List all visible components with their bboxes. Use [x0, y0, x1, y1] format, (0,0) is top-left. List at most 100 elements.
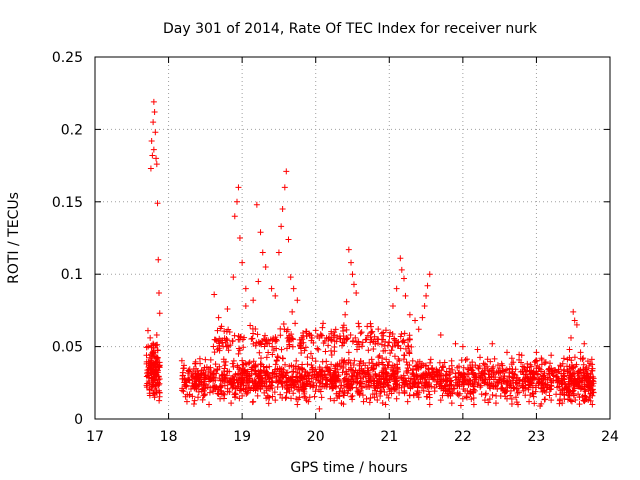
data-point [320, 375, 327, 382]
data-point [186, 377, 193, 384]
data-point [506, 373, 513, 380]
data-point [250, 330, 257, 337]
data-point [283, 379, 290, 386]
data-point [382, 366, 389, 373]
data-point [304, 361, 311, 368]
data-point [195, 388, 202, 395]
data-point [337, 336, 344, 343]
data-point [290, 336, 297, 343]
axis-ticks: 17 18 19 20 21 22 23 24 0 0.05 0.1 0.15 0.2 0.25 [52, 50, 619, 445]
data-point [155, 256, 162, 263]
data-point [224, 368, 231, 375]
data-point [458, 357, 465, 364]
data-point [277, 391, 284, 398]
data-point [314, 345, 321, 352]
data-point [343, 326, 350, 333]
data-point [149, 381, 156, 388]
data-point [252, 326, 259, 333]
data-point [239, 259, 246, 266]
data-point [414, 359, 421, 366]
data-point [290, 381, 297, 388]
data-point [452, 340, 459, 347]
data-point [574, 370, 581, 377]
data-point [342, 311, 349, 318]
data-point [380, 383, 387, 390]
data-point [271, 389, 278, 396]
data-point [396, 382, 403, 389]
data-point [548, 397, 555, 404]
data-point [154, 200, 161, 207]
data-point [476, 370, 483, 377]
data-point [389, 331, 396, 338]
data-point [279, 373, 286, 380]
data-point [239, 365, 246, 372]
data-point [503, 378, 510, 385]
data-point [533, 368, 540, 375]
data-point [234, 362, 241, 369]
x-tick-label: 20 [307, 429, 325, 445]
data-point [504, 395, 510, 402]
data-point [538, 375, 545, 382]
data-point [276, 365, 283, 372]
data-point [325, 342, 332, 349]
data-point [379, 400, 386, 407]
data-point [264, 371, 271, 378]
data-point [150, 382, 157, 389]
data-point [309, 355, 316, 362]
data-point [368, 328, 375, 335]
data-point [482, 390, 489, 397]
data-point [290, 285, 297, 292]
data-point [580, 355, 587, 362]
data-point [334, 366, 341, 373]
data-point [349, 373, 356, 380]
data-point [223, 336, 230, 343]
data-point [443, 371, 450, 378]
data-point [375, 336, 382, 343]
data-point [413, 367, 420, 374]
data-point [318, 394, 325, 401]
data-point [246, 359, 253, 366]
data-point [323, 381, 330, 388]
data-point [344, 390, 351, 397]
data-point [298, 350, 305, 357]
data-point [442, 382, 449, 389]
data-point [434, 372, 441, 379]
data-point [192, 358, 199, 365]
data-point [357, 358, 364, 365]
data-point [529, 384, 536, 391]
data-point [270, 335, 277, 342]
data-point [316, 379, 323, 386]
data-point [285, 236, 292, 243]
data-point [503, 388, 510, 395]
data-point [521, 365, 528, 372]
data-point [294, 386, 301, 393]
data-point [347, 366, 354, 373]
data-point [588, 381, 595, 388]
data-point [373, 361, 380, 368]
data-point [156, 290, 163, 297]
data-point [150, 340, 157, 347]
data-point [386, 339, 393, 346]
data-point [577, 366, 584, 373]
data-point [559, 400, 566, 407]
data-point [150, 146, 157, 153]
data-point [321, 337, 328, 344]
data-point [215, 314, 222, 321]
data-point [467, 362, 474, 369]
data-point [424, 393, 431, 400]
data-point [279, 395, 286, 402]
data-point [541, 396, 548, 403]
data-point [257, 360, 264, 367]
data-point [356, 343, 363, 350]
data-point [516, 351, 523, 358]
data-point [201, 372, 208, 379]
data-point [427, 359, 434, 366]
data-point [414, 383, 421, 390]
data-point [448, 362, 455, 369]
data-point [289, 343, 296, 350]
data-point [319, 367, 326, 374]
data-point [229, 385, 236, 392]
data-point [333, 383, 340, 390]
data-point [395, 355, 402, 362]
data-point [367, 376, 374, 383]
